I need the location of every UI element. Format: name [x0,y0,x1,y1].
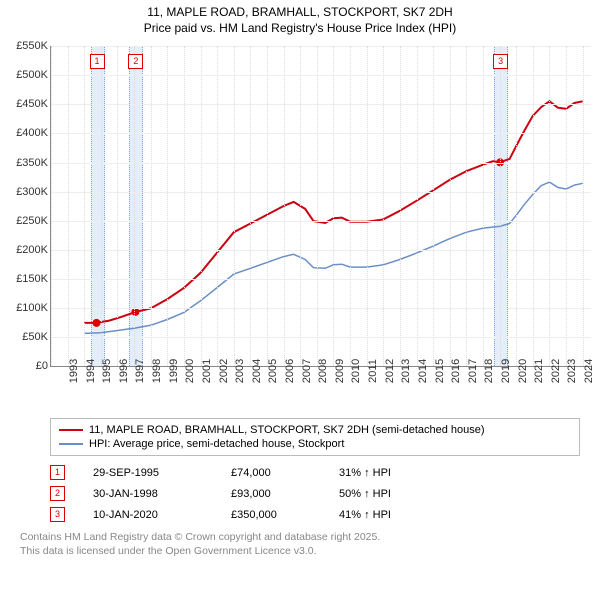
gridline-v [333,46,334,366]
legend: 11, MAPLE ROAD, BRAMHALL, STOCKPORT, SK7… [50,418,580,456]
y-tick-label: £100K [4,302,48,314]
y-tick-label: £200K [4,244,48,256]
sale-hpi: 50% ↑ HPI [339,488,439,500]
gridline-h [51,337,591,338]
sale-hpi: 41% ↑ HPI [339,509,439,521]
gridline-v [317,46,318,366]
gridline-v [350,46,351,366]
sale-price: £74,000 [231,467,311,479]
y-tick-label: £350K [4,157,48,169]
sale-date: 10-JAN-2020 [93,509,203,521]
footer: Contains HM Land Registry data © Crown c… [20,531,580,558]
chart-container: 11, MAPLE ROAD, BRAMHALL, STOCKPORT, SK7… [0,0,600,558]
gridline-v [167,46,168,366]
footer-line-1: Contains HM Land Registry data © Crown c… [20,531,580,545]
gridline-v [300,46,301,366]
sale-marker-2: 2 [128,54,143,69]
gridline-v [151,46,152,366]
gridline-h [51,192,591,193]
gridline-v [383,46,384,366]
gridline-h [51,46,591,47]
gridline-v [566,46,567,366]
y-tick-label: £450K [4,98,48,110]
sale-marker-3: 3 [493,54,508,69]
legend-swatch-2 [59,443,83,445]
sale-hpi: 31% ↑ HPI [339,467,439,479]
sale-row-marker: 2 [50,486,65,501]
gridline-v [450,46,451,366]
sale-row-marker: 3 [50,507,65,522]
sale-row: 1 29-SEP-1995 £74,000 31% ↑ HPI [50,462,580,483]
gridline-v [466,46,467,366]
sale-marker-1: 1 [90,54,105,69]
line-canvas [51,46,591,366]
gridline-h [51,75,591,76]
legend-label-2: HPI: Average price, semi-detached house,… [89,438,344,450]
sales-table: 1 29-SEP-1995 £74,000 31% ↑ HPI 2 30-JAN-1998… [50,462,580,525]
sale-date: 30-JAN-1998 [93,488,203,500]
gridline-v [533,46,534,366]
sale-dot [93,319,101,327]
legend-row-2: HPI: Average price, semi-detached house,… [59,437,571,451]
gridline-v [117,46,118,366]
sale-date: 29-SEP-1995 [93,467,203,479]
gridline-h [51,104,591,105]
gridline-h [51,279,591,280]
sale-row-marker: 1 [50,465,65,480]
gridline-v [201,46,202,366]
y-tick-label: £400K [4,127,48,139]
sale-dot [131,308,139,316]
gridline-v [84,46,85,366]
gridline-v [400,46,401,366]
y-tick-label: £300K [4,186,48,198]
sale-price: £350,000 [231,509,311,521]
y-tick-label: £250K [4,215,48,227]
gridline-v [500,46,501,366]
gridline-v [417,46,418,366]
gridline-v [51,46,52,366]
plot-region: 1 2 3 [50,46,591,367]
y-tick-label: £0 [4,360,48,372]
gridline-v [134,46,135,366]
chart-area: 1 2 3 £0 £50K £100K £150K £200K £250K £300K £350K… [0,36,600,416]
chart-titles: 11, MAPLE ROAD, BRAMHALL, STOCKPORT, SK7… [0,0,600,36]
gridline-v [433,46,434,366]
gridline-v [101,46,102,366]
gridline-v [516,46,517,366]
gridline-h [51,133,591,134]
footer-line-2: This data is licensed under the Open Gov… [20,545,580,559]
gridline-h [51,308,591,309]
gridline-v [483,46,484,366]
gridline-v [284,46,285,366]
title-line-2: Price paid vs. HM Land Registry's House … [0,21,600,37]
gridline-h [51,221,591,222]
x-tick-label: 2025 [582,359,600,383]
y-tick-label: £500K [4,69,48,81]
gridline-v [367,46,368,366]
y-tick-label: £50K [4,331,48,343]
sale-price: £93,000 [231,488,311,500]
title-line-1: 11, MAPLE ROAD, BRAMHALL, STOCKPORT, SK7… [0,5,600,21]
legend-swatch-1 [59,429,83,431]
y-tick-label: £550K [4,40,48,52]
gridline-h [51,250,591,251]
gridline-v [267,46,268,366]
gridline-v [217,46,218,366]
gridline-h [51,163,591,164]
legend-label-1: 11, MAPLE ROAD, BRAMHALL, STOCKPORT, SK7… [89,424,485,436]
gridline-v [583,46,584,366]
sale-row: 2 30-JAN-1998 £93,000 50% ↑ HPI [50,483,580,504]
sale-row: 3 10-JAN-2020 £350,000 41% ↑ HPI [50,504,580,525]
gridline-v [68,46,69,366]
y-tick-label: £150K [4,273,48,285]
gridline-v [549,46,550,366]
gridline-v [184,46,185,366]
gridline-v [250,46,251,366]
legend-row-1: 11, MAPLE ROAD, BRAMHALL, STOCKPORT, SK7… [59,423,571,437]
gridline-v [234,46,235,366]
